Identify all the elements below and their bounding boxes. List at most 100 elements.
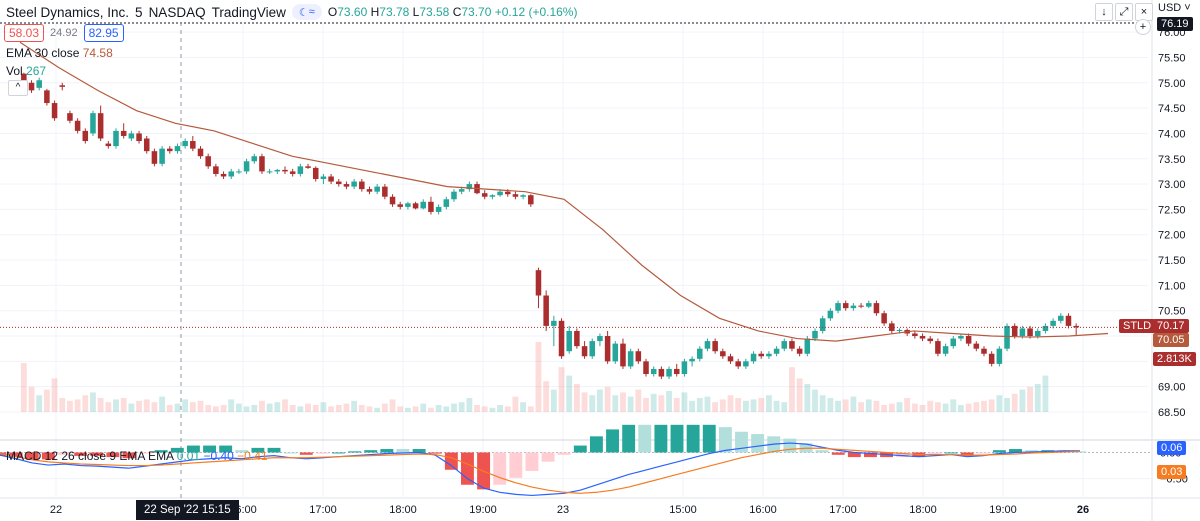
volume-bar	[827, 398, 834, 412]
volume-bar	[796, 378, 803, 412]
volume-bar	[235, 403, 242, 412]
macd-histogram-bar	[25, 452, 39, 460]
macd-legend[interactable]: MACD 12 26 close 9 EMA EMA 0.01 −0.40 −0…	[6, 449, 268, 463]
macd-histogram-bar	[509, 452, 523, 478]
candle-body	[812, 330, 818, 339]
volume-bar	[597, 389, 603, 412]
bid-button[interactable]: 58.03	[4, 24, 45, 42]
macd-hist-tag: 0.06	[1157, 441, 1187, 455]
candle-body	[397, 204, 403, 207]
macd-histogram-bar	[976, 452, 990, 454]
volume-bar	[773, 400, 780, 412]
macd-histogram-bar	[493, 452, 507, 485]
volume-bar	[635, 389, 642, 412]
ema-line	[19, 41, 1109, 342]
market-status-toggle[interactable]: ☾ ≈	[291, 4, 322, 20]
candle-body	[120, 130, 127, 136]
volume-bar	[627, 396, 634, 412]
volume-bar	[143, 399, 150, 412]
volume-bar	[328, 406, 335, 412]
volume-bar	[812, 389, 818, 412]
candle-body	[597, 336, 603, 342]
volume-bar	[712, 402, 719, 412]
candle-body	[351, 181, 357, 187]
candle-body	[773, 348, 780, 354]
time-tick-label: 16:00	[749, 504, 777, 516]
volume-bar	[374, 407, 381, 412]
volume-legend[interactable]: Vol 267	[6, 64, 46, 78]
macd-histogram-bar	[992, 450, 1006, 453]
macd-histogram-bar	[428, 452, 442, 454]
candle-body	[704, 341, 711, 349]
volume-bar	[282, 399, 288, 412]
candle-body	[420, 201, 427, 209]
add-icon[interactable]: +	[1135, 19, 1151, 35]
volume-bar	[274, 402, 281, 412]
candle-body	[167, 148, 173, 152]
volume-bar	[719, 399, 726, 412]
volume-bar	[151, 402, 158, 412]
volume-bar	[958, 405, 964, 412]
candle-body	[1042, 325, 1049, 331]
volume-bar	[351, 400, 358, 412]
volume-bar	[74, 399, 81, 412]
candle-body	[766, 353, 772, 357]
candle-body	[697, 348, 703, 359]
collapse-legend-button[interactable]: ^	[8, 80, 28, 96]
volume-bar	[950, 399, 957, 412]
volume-bar	[873, 400, 880, 412]
volume-bar	[981, 400, 987, 412]
volume-bar	[420, 403, 427, 412]
volume-bar	[443, 406, 450, 412]
macd-histogram-bar	[1009, 449, 1022, 453]
macd-histogram-bar	[1025, 450, 1039, 453]
volume-bar	[934, 402, 941, 412]
volume-bar	[228, 399, 235, 412]
currency-selector[interactable]: USD ˅	[1158, 2, 1191, 14]
candle-body	[320, 176, 327, 180]
candle-body	[789, 341, 795, 349]
volume-bar	[681, 392, 688, 412]
macd-histogram-bar	[412, 449, 426, 453]
candle-body	[90, 113, 96, 134]
volume-bar	[1027, 386, 1033, 412]
macd-histogram-bar	[251, 447, 265, 453]
ask-button[interactable]: 82.95	[83, 24, 124, 42]
price-tick-label: 71.00	[1158, 280, 1186, 292]
volume-bar	[911, 403, 918, 412]
macd-histogram-bar	[461, 452, 474, 485]
candle-body	[981, 348, 987, 354]
candle-body	[574, 330, 580, 347]
volume-bar	[535, 342, 542, 412]
macd-histogram-bar	[541, 452, 555, 462]
price-tick-label: 70.50	[1158, 306, 1186, 318]
arrow-down-icon[interactable]: ↓	[1095, 3, 1113, 21]
volume-bar	[474, 405, 480, 412]
time-tick-label: 17:00	[309, 504, 337, 516]
symbol-name[interactable]: Steel Dynamics, Inc.	[6, 4, 130, 20]
volume-bar	[335, 405, 342, 412]
volume-bar	[804, 384, 811, 412]
candle-body	[343, 184, 350, 187]
interval[interactable]: 5	[135, 4, 143, 20]
candle-body	[282, 169, 288, 172]
volume-bar	[251, 405, 258, 412]
ema-legend[interactable]: EMA 30 close 74.58	[6, 46, 113, 60]
candle-body	[1073, 325, 1079, 328]
volume-bar	[742, 400, 749, 412]
volume-bar	[527, 406, 534, 412]
candle-body	[458, 189, 465, 192]
candle-body	[305, 166, 311, 168]
volume-bar	[105, 402, 112, 412]
macd-histogram-bar	[267, 447, 281, 453]
candle-body	[481, 193, 488, 197]
volume-bar	[182, 399, 189, 412]
volume-bar	[973, 402, 980, 412]
candle-body	[996, 348, 1003, 364]
candle-body	[236, 171, 242, 173]
expand-icon[interactable]: ⤢	[1115, 3, 1133, 21]
candle-body	[190, 141, 196, 149]
volume-bar	[643, 398, 649, 412]
macd-histogram-bar	[670, 424, 684, 453]
